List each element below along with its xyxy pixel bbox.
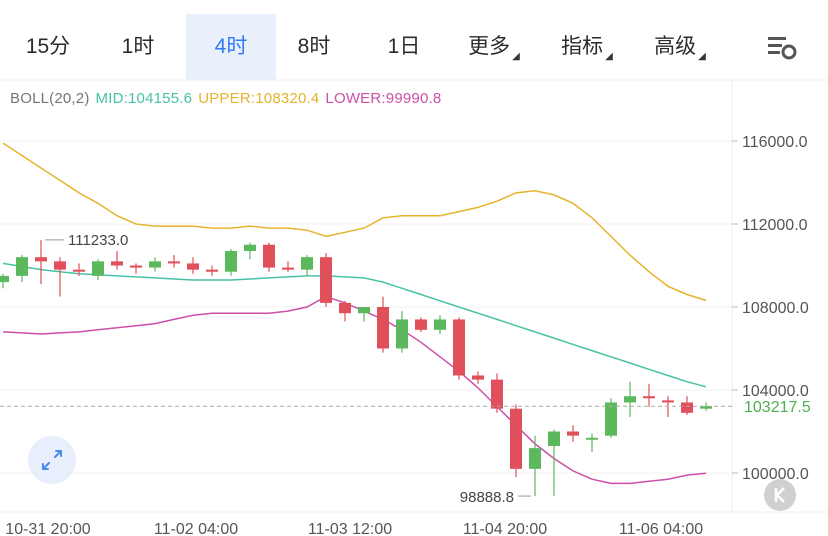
tab-7[interactable]: 高级 ◢: [638, 14, 722, 80]
dropdown-triangle-icon: ◢: [698, 51, 706, 62]
boll-upper: UPPER:108320.4: [198, 90, 320, 107]
candle-body: [567, 431, 579, 436]
tab-label: 指标: [561, 35, 604, 58]
k-toggle-icon: [774, 487, 785, 503]
tab-label: 1时: [121, 35, 155, 58]
candle-body: [605, 402, 617, 436]
timeframe-tabs: 15分 1时 4时 8时 1日 更多 ◢ 指标 ◢ 高级 ◢: [0, 14, 828, 80]
tab-3[interactable]: 8时: [276, 14, 352, 80]
candle-body: [282, 267, 294, 270]
tab-label: 高级: [654, 35, 697, 58]
candle-body: [54, 261, 66, 270]
x-tick-label: 11-03 12:00: [308, 521, 392, 536]
candle-body: [510, 408, 522, 469]
tab-1[interactable]: 1时: [100, 14, 176, 80]
y-tick-label: 104000.0: [742, 383, 809, 400]
current-price-label: 103217.5: [744, 399, 811, 416]
y-tick-label: 116000.0: [742, 134, 808, 151]
candle-body: [396, 319, 408, 349]
candle-body: [339, 302, 351, 314]
candle-body: [225, 250, 237, 272]
candle-body: [434, 319, 446, 330]
candle-body: [263, 244, 275, 268]
candle-body: [301, 257, 313, 270]
candle-body: [472, 375, 484, 380]
dropdown-triangle-icon: ◢: [605, 51, 613, 62]
candle-body: [548, 431, 560, 447]
tab-label: 15分: [25, 35, 71, 58]
tab-2[interactable]: 4时: [186, 14, 276, 80]
boll-lower: LOWER:99990.8: [325, 90, 442, 107]
x-tick-label: 11-04 20:00: [463, 521, 547, 536]
mid-band-line: [2, 262, 707, 388]
boll-label: BOLL(20,2): [10, 90, 90, 107]
tab-4[interactable]: 1日: [366, 14, 442, 80]
candle-body: [491, 379, 503, 409]
candle-body: [130, 265, 142, 268]
candle-body: [700, 406, 712, 409]
y-tick-label: 100000.0: [742, 466, 809, 483]
tab-0[interactable]: 15分: [10, 14, 86, 80]
candle-body: [16, 257, 28, 276]
candle-body: [0, 275, 9, 283]
candle-body: [320, 257, 332, 303]
candle-body: [358, 307, 370, 314]
dropdown-triangle-icon: ◢: [512, 51, 520, 62]
candle-body: [681, 402, 693, 413]
candle-body: [624, 396, 636, 403]
candle-body: [73, 269, 85, 272]
candle-body: [244, 244, 256, 251]
tab-label: 4时: [214, 35, 248, 58]
boll-mid: MID:104155.6: [95, 90, 193, 107]
candle-body: [415, 319, 427, 330]
candle-body: [168, 261, 180, 264]
y-tick-label: 112000.0: [742, 217, 808, 234]
candle-body: [206, 269, 218, 272]
tab-6[interactable]: 指标 ◢: [545, 14, 629, 80]
tab-label: 更多: [468, 35, 511, 58]
tab-5[interactable]: 更多 ◢: [452, 14, 536, 80]
candle-body: [187, 263, 199, 270]
expand-button[interactable]: [28, 436, 76, 484]
candle-body: [111, 261, 123, 266]
candle-body: [149, 261, 161, 268]
candle-body: [453, 319, 465, 376]
candle-body: [529, 448, 541, 469]
x-tick-label: 11-02 04:00: [154, 521, 238, 536]
x-tick-label: 11-06 04:00: [619, 521, 703, 536]
lower-band-line: [2, 295, 707, 485]
candle-body: [92, 261, 104, 276]
chart-settings-icon[interactable]: [764, 30, 798, 64]
tab-label: 1日: [387, 35, 421, 58]
candle-body: [35, 257, 47, 262]
max-price-label: 111233.0: [68, 232, 128, 249]
upper-band-line: [2, 142, 707, 302]
candle-body: [586, 437, 598, 440]
k-toggle-button[interactable]: [764, 479, 796, 511]
min-price-label: 98888.8: [460, 489, 514, 506]
x-tick-label: 10-31 20:00: [5, 521, 91, 536]
boll-legend: BOLL(20,2) MID:104155.6 UPPER:108320.4 LOWE…: [10, 90, 447, 107]
candle-body: [662, 400, 674, 403]
tab-label: 8时: [297, 35, 331, 58]
expand-arrows-icon: [42, 450, 62, 470]
y-tick-label: 108000.0: [742, 300, 809, 317]
candle-body: [377, 307, 389, 349]
candle-body: [643, 396, 655, 399]
